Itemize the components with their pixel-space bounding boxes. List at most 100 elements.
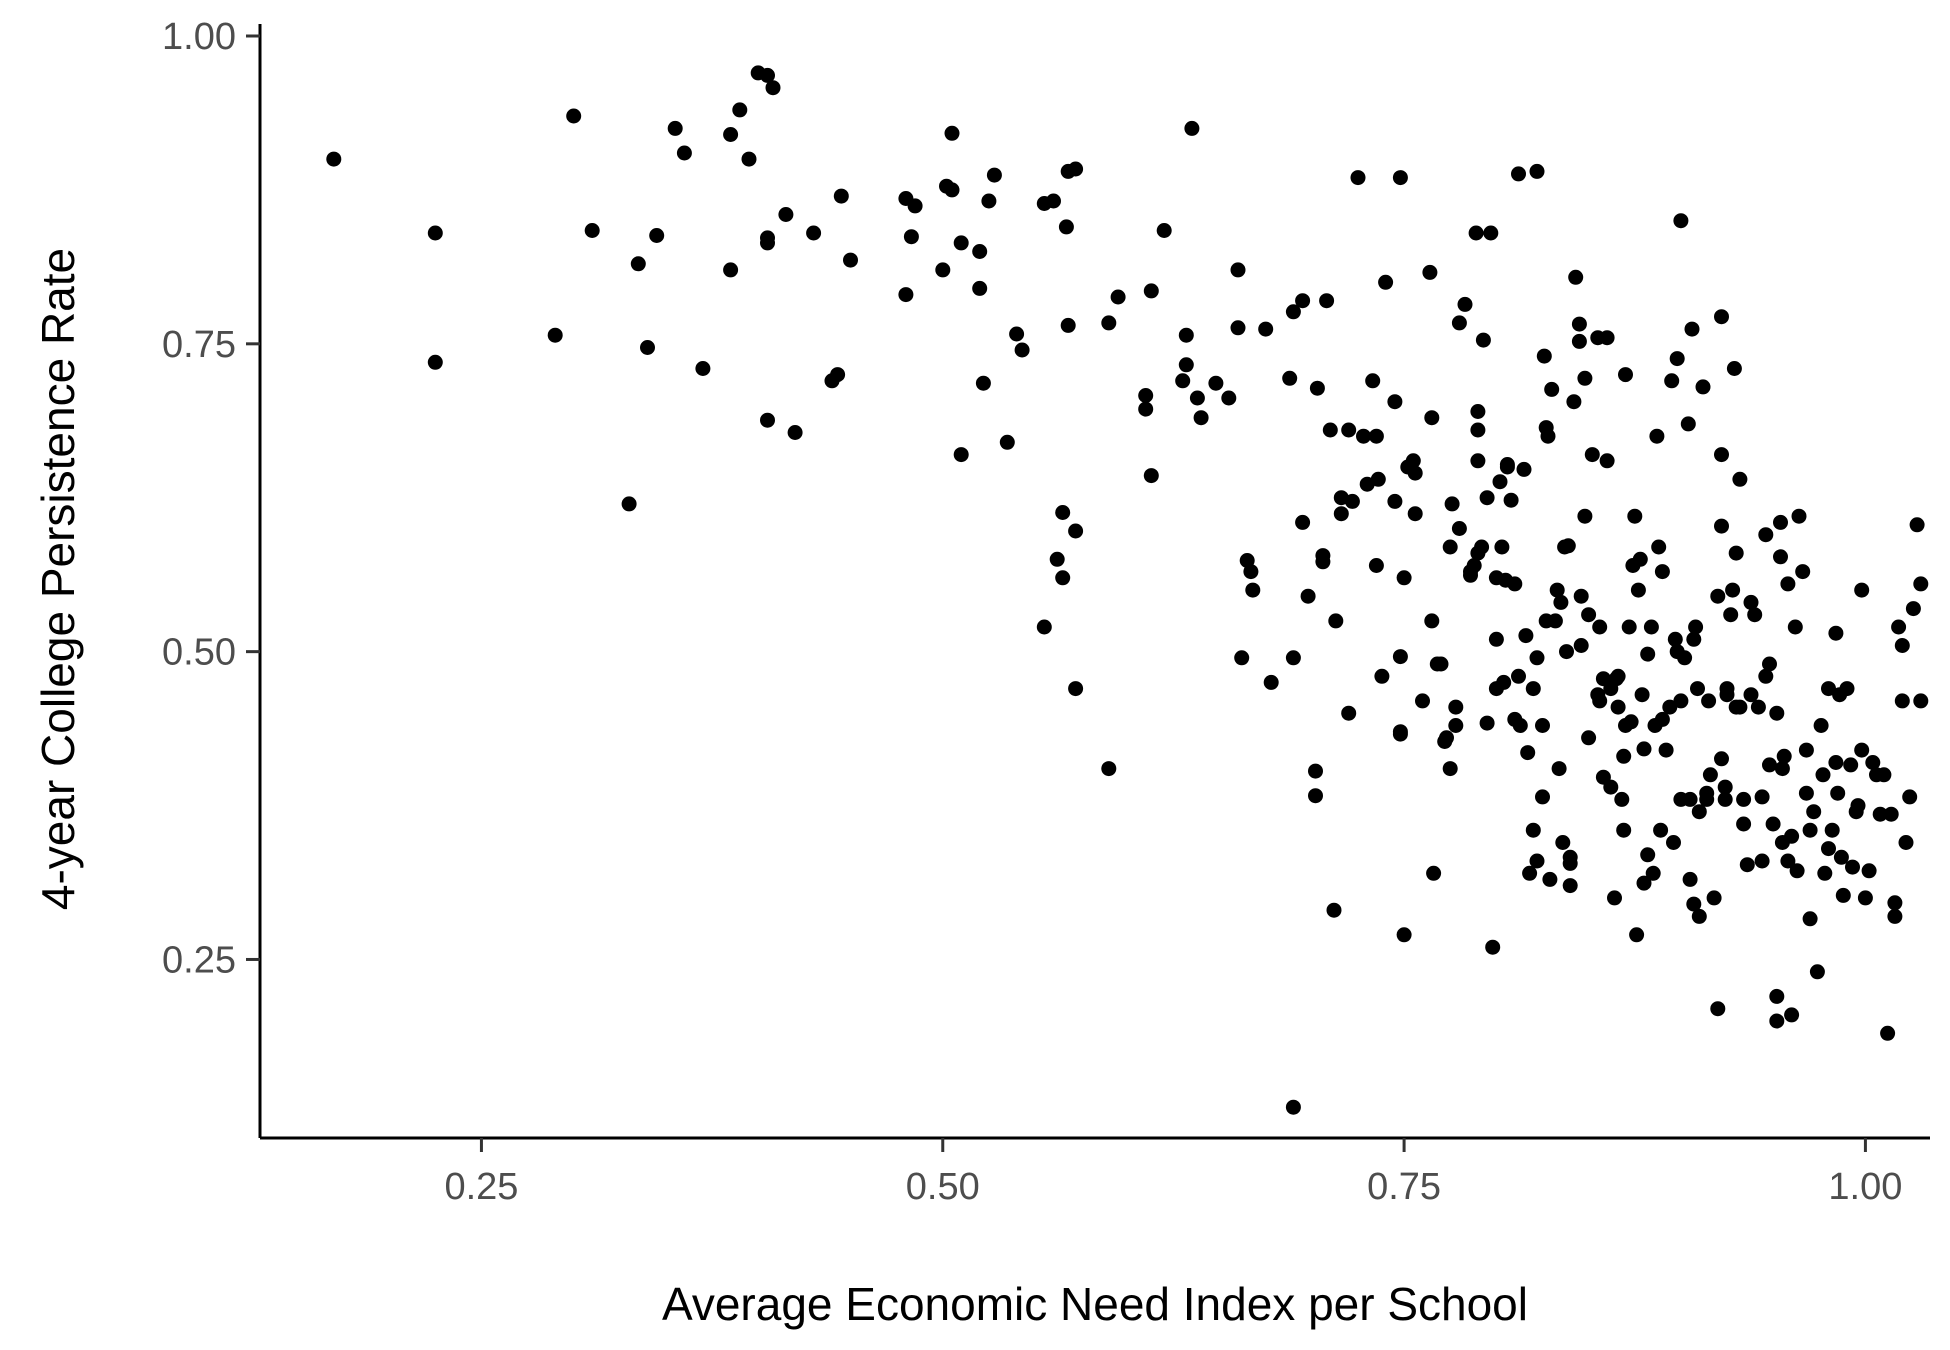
data-point bbox=[1315, 554, 1331, 570]
data-point bbox=[1902, 789, 1918, 805]
data-point bbox=[621, 496, 637, 512]
data-point bbox=[1629, 927, 1645, 943]
data-point bbox=[1475, 332, 1491, 348]
data-point bbox=[1536, 348, 1552, 364]
x-tick-label: 0.50 bbox=[906, 1166, 980, 1208]
data-point bbox=[1221, 390, 1237, 406]
data-point bbox=[1529, 853, 1545, 869]
data-point bbox=[1549, 582, 1565, 598]
data-point bbox=[1529, 650, 1545, 666]
data-point bbox=[1802, 822, 1818, 838]
data-point bbox=[676, 145, 692, 161]
data-point bbox=[1571, 333, 1587, 349]
data-point bbox=[1387, 493, 1403, 509]
x-axis-title: Average Economic Need Index per School bbox=[662, 1278, 1528, 1330]
data-point bbox=[1690, 681, 1705, 697]
data-point bbox=[1522, 865, 1538, 881]
data-point bbox=[1444, 496, 1460, 512]
data-point bbox=[1806, 804, 1822, 820]
data-point bbox=[1658, 742, 1674, 758]
data-point bbox=[1821, 681, 1836, 697]
data-point bbox=[1686, 631, 1702, 647]
data-point bbox=[1571, 316, 1587, 332]
data-point bbox=[1769, 1013, 1785, 1029]
data-point bbox=[667, 120, 683, 136]
data-point bbox=[1208, 375, 1224, 391]
data-point bbox=[1499, 459, 1515, 475]
data-point bbox=[1758, 668, 1774, 684]
data-point bbox=[1649, 428, 1665, 444]
data-point bbox=[1791, 508, 1807, 524]
data-point bbox=[1780, 576, 1796, 592]
data-point bbox=[1754, 789, 1770, 805]
data-point bbox=[1577, 370, 1593, 386]
data-point bbox=[1787, 619, 1803, 635]
data-point bbox=[649, 228, 665, 243]
data-point bbox=[630, 256, 646, 272]
data-point bbox=[1245, 582, 1261, 598]
data-point bbox=[1762, 757, 1777, 773]
data-point bbox=[1439, 730, 1454, 746]
data-point bbox=[1732, 471, 1748, 487]
data-point bbox=[1795, 564, 1811, 580]
data-point bbox=[640, 340, 655, 355]
data-point bbox=[1101, 315, 1117, 331]
data-point bbox=[1905, 601, 1921, 617]
data-point bbox=[1603, 779, 1619, 795]
data-point bbox=[1333, 506, 1349, 522]
data-point bbox=[1285, 1099, 1301, 1115]
data-point bbox=[1341, 422, 1357, 438]
data-point bbox=[1762, 656, 1777, 672]
data-point bbox=[1714, 751, 1729, 767]
data-point bbox=[1706, 890, 1722, 906]
data-point bbox=[1684, 321, 1700, 337]
data-point bbox=[1736, 791, 1752, 807]
data-point bbox=[1014, 342, 1030, 358]
data-point bbox=[1442, 539, 1458, 555]
data-point bbox=[723, 262, 739, 278]
data-point bbox=[972, 244, 988, 259]
data-point bbox=[1466, 558, 1482, 573]
x-axis-ticks: 0.25 0.50 0.75 1.00 bbox=[444, 1138, 1902, 1208]
data-point bbox=[1535, 718, 1550, 733]
data-point bbox=[695, 361, 711, 376]
data-point bbox=[1666, 835, 1681, 850]
data-point bbox=[903, 229, 919, 245]
data-point bbox=[1525, 681, 1541, 697]
data-point bbox=[1691, 804, 1707, 820]
data-point bbox=[778, 207, 794, 222]
data-point bbox=[1488, 631, 1504, 647]
data-point bbox=[1535, 789, 1550, 805]
data-point bbox=[1138, 388, 1154, 403]
data-point bbox=[1138, 401, 1154, 417]
data-point bbox=[1424, 613, 1440, 629]
data-point bbox=[1568, 269, 1584, 285]
data-point bbox=[1876, 767, 1892, 783]
data-point bbox=[1322, 422, 1338, 438]
data-point bbox=[1754, 853, 1770, 869]
data-point bbox=[1457, 296, 1473, 312]
data-point bbox=[1743, 594, 1759, 610]
data-point bbox=[760, 230, 775, 246]
data-point bbox=[1610, 699, 1626, 715]
data-point bbox=[1828, 625, 1844, 641]
data-point bbox=[1319, 293, 1335, 309]
data-point bbox=[1828, 755, 1844, 770]
data-point bbox=[1714, 309, 1729, 325]
data-point bbox=[1507, 576, 1523, 592]
data-point bbox=[1872, 806, 1888, 822]
data-point bbox=[1798, 742, 1814, 758]
data-point bbox=[1830, 785, 1846, 801]
data-point bbox=[1562, 878, 1578, 894]
data-point bbox=[787, 425, 803, 440]
data-point bbox=[1553, 594, 1569, 610]
data-point bbox=[547, 327, 563, 343]
data-point bbox=[1784, 828, 1800, 844]
data-point bbox=[1702, 767, 1718, 783]
data-point bbox=[1669, 351, 1685, 367]
data-point bbox=[1824, 822, 1840, 838]
data-point bbox=[1682, 871, 1698, 887]
data-point bbox=[1049, 551, 1065, 567]
data-point bbox=[830, 367, 846, 383]
